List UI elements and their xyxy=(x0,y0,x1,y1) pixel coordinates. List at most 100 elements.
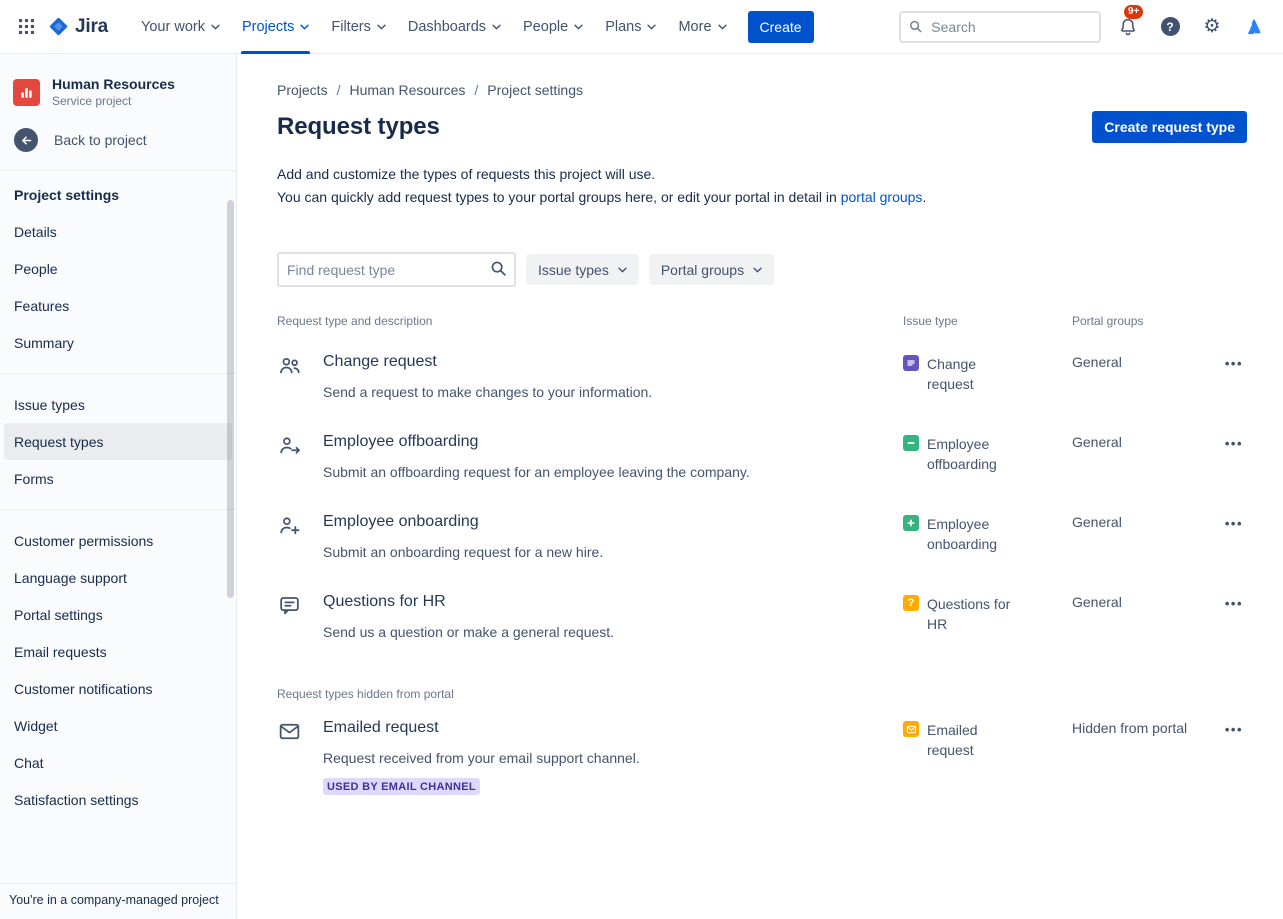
chevron-down-icon xyxy=(718,24,727,30)
sidebar-item-forms[interactable]: Forms xyxy=(4,460,232,497)
search-icon xyxy=(490,260,507,277)
find-request-type[interactable] xyxy=(277,252,516,287)
jira-logo-text: Jira xyxy=(75,16,108,38)
sidebar-item-satisfaction-settings[interactable]: Satisfaction settings xyxy=(4,781,232,818)
sidebar-item-widget[interactable]: Widget xyxy=(4,707,232,744)
back-arrow-icon xyxy=(14,128,38,152)
jira-logo-icon xyxy=(48,16,69,37)
request-type-name[interactable]: Change request xyxy=(323,350,437,374)
row-actions-menu[interactable]: ••• xyxy=(1221,716,1247,743)
back-to-project[interactable]: Back to project xyxy=(0,120,236,171)
global-search-input[interactable] xyxy=(929,18,1091,36)
portal-group-cell: Hidden from portal xyxy=(1072,716,1211,736)
nav-people[interactable]: People xyxy=(512,0,594,54)
sidebar-item-language-support[interactable]: Language support xyxy=(4,559,232,596)
person-remove-icon xyxy=(277,430,323,463)
portal-groups-filter[interactable]: Portal groups xyxy=(649,254,774,285)
portal-group-cell: General xyxy=(1072,350,1211,370)
sidebar-item-issue-types[interactable]: Issue types xyxy=(4,386,232,423)
issue-type-cell: Emailed request xyxy=(903,716,1072,760)
nav-plans[interactable]: Plans xyxy=(594,0,667,54)
nav-dashboards[interactable]: Dashboards xyxy=(397,0,512,54)
used-by-email-channel-badge: USED BY EMAIL CHANNEL xyxy=(323,778,480,795)
chevron-down-icon xyxy=(492,24,501,30)
sidebar-item-chat[interactable]: Chat xyxy=(4,744,232,781)
atlassian-logo-icon xyxy=(1244,17,1264,37)
person-add-icon xyxy=(277,510,323,543)
chevron-down-icon xyxy=(300,24,309,30)
sidebar-item-email-requests[interactable]: Email requests xyxy=(4,633,232,670)
request-type-name[interactable]: Employee offboarding xyxy=(323,430,478,454)
row-actions-menu[interactable]: ••• xyxy=(1221,350,1247,377)
project-avatar xyxy=(13,79,40,106)
nav-your-work[interactable]: Your work xyxy=(130,0,231,54)
table-row: Emailed request Request received from yo… xyxy=(277,703,1247,810)
sidebar-item-customer-notifications[interactable]: Customer notifications xyxy=(4,670,232,707)
issue-type-cell: Employee offboarding xyxy=(903,430,1072,474)
offboarding-issue-icon xyxy=(903,435,919,451)
request-type-description: Submit an onboarding request for a new h… xyxy=(323,542,903,562)
nav-more[interactable]: More xyxy=(667,0,737,54)
request-type-name[interactable]: Employee onboarding xyxy=(323,510,479,534)
main-content: Projects / Human Resources / Project set… xyxy=(237,54,1283,919)
sidebar-item-summary[interactable]: Summary xyxy=(4,324,232,361)
nav-projects[interactable]: Projects xyxy=(231,0,320,54)
project-header: Human Resources Service project xyxy=(0,54,236,120)
sidebar-item-portal-settings[interactable]: Portal settings xyxy=(4,596,232,633)
sidebar-item-customer-permissions[interactable]: Customer permissions xyxy=(4,522,232,559)
topbar-right: 9+ ? ⚙ xyxy=(899,11,1269,43)
app-switcher-icon[interactable] xyxy=(10,11,42,43)
row-actions-menu[interactable]: ••• xyxy=(1221,510,1247,537)
filter-bar: Issue types Portal groups xyxy=(277,252,1247,287)
column-portal-groups: Portal groups xyxy=(1072,314,1211,328)
help-icon: ? xyxy=(1161,17,1180,36)
column-request-type: Request type and description xyxy=(277,314,903,328)
top-navigation-bar: Jira Your work Projects Filters Dashboar… xyxy=(0,0,1283,54)
request-type-name[interactable]: Questions for HR xyxy=(323,590,446,614)
global-search[interactable] xyxy=(899,11,1101,43)
project-name: Human Resources xyxy=(52,76,175,92)
settings-button[interactable]: ⚙ xyxy=(1197,12,1227,42)
hidden-section-label: Request types hidden from portal xyxy=(277,687,1247,701)
onboarding-issue-icon xyxy=(903,515,919,531)
page-description: Add and customize the types of requests … xyxy=(277,163,1247,209)
people-icon xyxy=(277,350,323,383)
atlassian-app-button[interactable] xyxy=(1239,12,1269,42)
sidebar-group-general: Details People Features Summary xyxy=(0,211,236,371)
sidebar-item-details[interactable]: Details xyxy=(4,213,232,250)
column-issue-type: Issue type xyxy=(903,314,1072,328)
find-request-type-input[interactable] xyxy=(277,252,516,287)
sidebar-scrollbar[interactable] xyxy=(227,200,234,598)
project-sidebar: Human Resources Service project Back to … xyxy=(0,54,237,919)
create-button[interactable]: Create xyxy=(748,11,814,43)
sidebar-group-types: Issue types Request types Forms xyxy=(0,373,236,507)
envelope-icon xyxy=(277,716,323,749)
portal-groups-link[interactable]: portal groups xyxy=(841,189,923,205)
table-row: Change request Send a request to make ch… xyxy=(277,337,1247,417)
notifications-button[interactable]: 9+ xyxy=(1113,12,1143,42)
portal-group-cell: General xyxy=(1072,590,1211,610)
create-request-type-button[interactable]: Create request type xyxy=(1092,111,1247,143)
sidebar-scroll-area: Project settings Details People Features… xyxy=(0,171,236,883)
nav-filters[interactable]: Filters xyxy=(320,0,396,54)
breadcrumb-projects[interactable]: Projects xyxy=(277,82,328,98)
row-actions-menu[interactable]: ••• xyxy=(1221,590,1247,617)
breadcrumb-human-resources[interactable]: Human Resources xyxy=(349,82,465,98)
chevron-down-icon xyxy=(618,267,627,273)
jira-logo[interactable]: Jira xyxy=(42,16,116,38)
chevron-down-icon xyxy=(377,24,386,30)
issue-types-filter[interactable]: Issue types xyxy=(526,254,639,285)
sidebar-group-channels: Customer permissions Language support Po… xyxy=(0,509,236,828)
sidebar-item-people[interactable]: People xyxy=(4,250,232,287)
breadcrumb-project-settings[interactable]: Project settings xyxy=(487,82,583,98)
company-managed-note: You're in a company-managed project xyxy=(0,883,236,919)
sidebar-item-features[interactable]: Features xyxy=(4,287,232,324)
notification-badge: 9+ xyxy=(1124,5,1143,20)
portal-group-cell: General xyxy=(1072,430,1211,450)
sidebar-item-request-types[interactable]: Request types xyxy=(4,423,232,460)
portal-group-cell: General xyxy=(1072,510,1211,530)
help-button[interactable]: ? xyxy=(1155,12,1185,42)
request-type-description: Request received from your email support… xyxy=(323,748,903,768)
request-type-name[interactable]: Emailed request xyxy=(323,716,439,740)
row-actions-menu[interactable]: ••• xyxy=(1221,430,1247,457)
